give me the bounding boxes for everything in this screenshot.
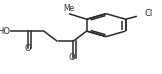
Text: O: O — [24, 44, 31, 53]
Text: Cl: Cl — [144, 9, 152, 18]
Text: O: O — [69, 53, 75, 62]
Text: Me: Me — [63, 4, 75, 13]
Text: HO: HO — [0, 27, 10, 36]
